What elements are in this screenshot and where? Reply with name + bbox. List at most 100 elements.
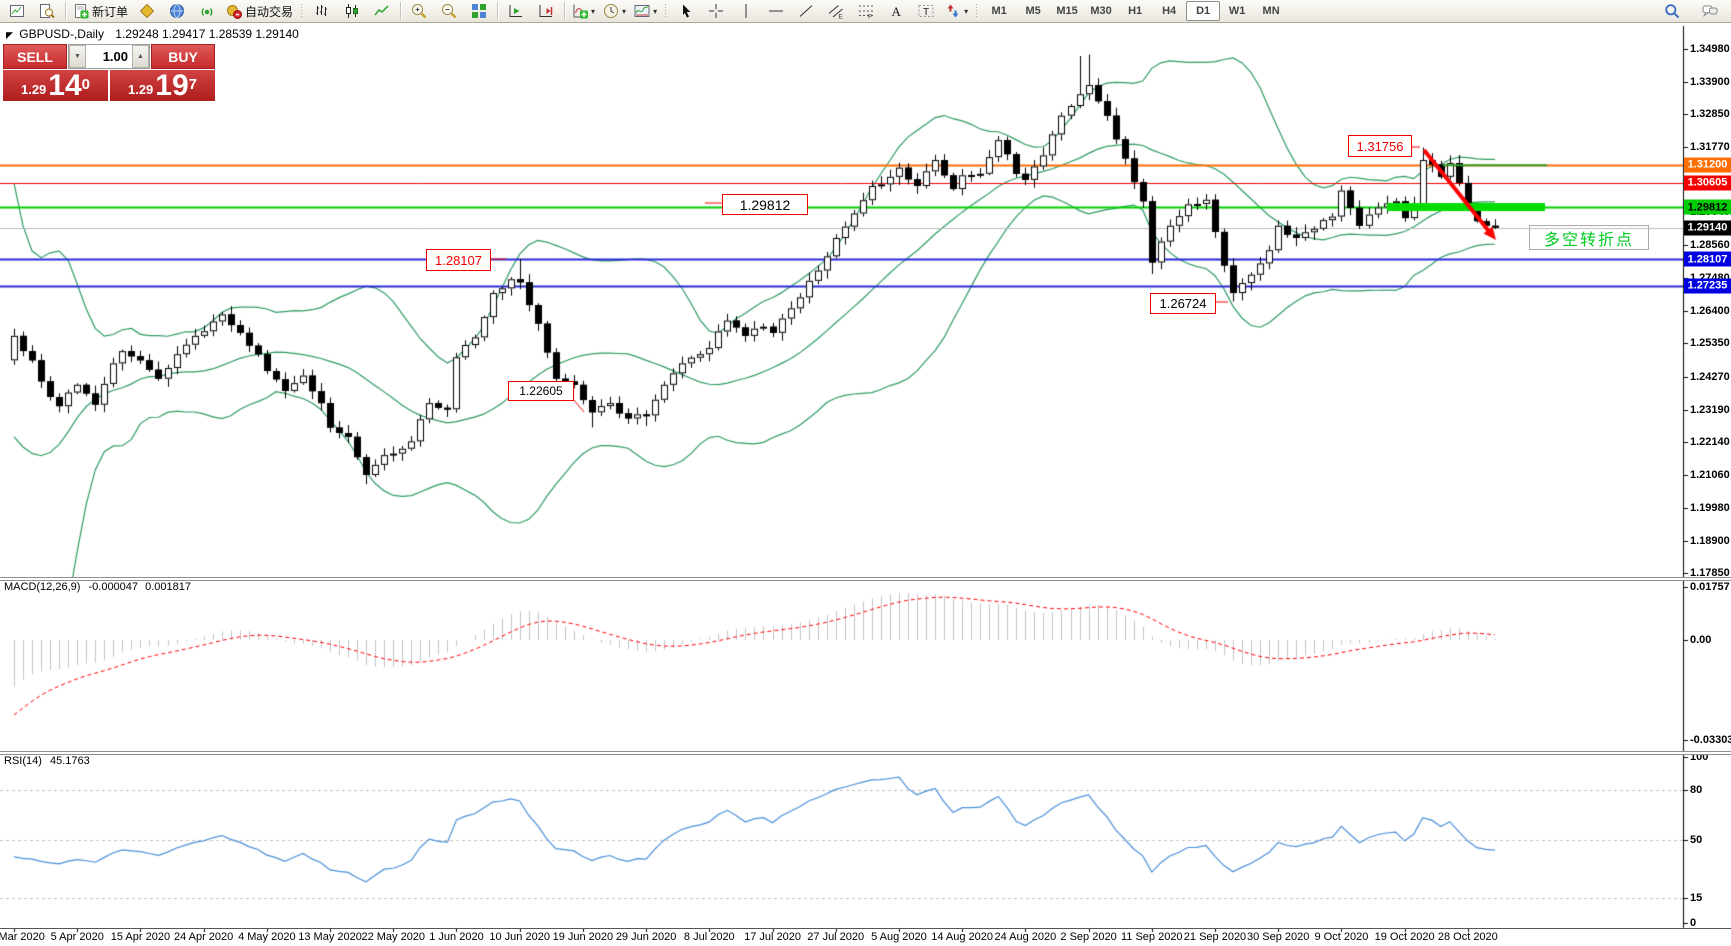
- timeframe-m1[interactable]: M1: [982, 1, 1016, 21]
- toolbar-right-group: [1657, 1, 1725, 21]
- periods-button[interactable]: ▾: [599, 0, 630, 22]
- tile-windows-button[interactable]: [464, 0, 494, 22]
- date-label: 14 Aug 2020: [931, 931, 994, 943]
- timeframe-h4[interactable]: H4: [1152, 1, 1186, 21]
- date-label: 26 Mar 2020: [0, 931, 45, 943]
- line-chart-button[interactable]: [367, 0, 397, 22]
- periods-icon: [603, 3, 619, 19]
- trendline-tool-button[interactable]: [791, 0, 821, 22]
- time-axis[interactable]: [0, 928, 1731, 946]
- toolbar-separator: [400, 2, 402, 20]
- price-label-object[interactable]: 1.29812: [722, 194, 808, 215]
- price-label-object[interactable]: 1.31756: [1348, 135, 1412, 157]
- price-tick-label: 1.25350: [1690, 337, 1730, 350]
- toolbar-separator: [65, 2, 66, 20]
- date-label: 21 Sep 2020: [1183, 931, 1247, 943]
- auto-scroll-button[interactable]: [501, 0, 531, 22]
- text-icon: A: [888, 3, 904, 19]
- rsi-axis-label: 50: [1690, 833, 1703, 846]
- date-label: 19 Oct 2020: [1374, 931, 1435, 943]
- arrows-tool-button[interactable]: ▾: [941, 0, 972, 22]
- timeframe-mn-label: MN: [1262, 5, 1280, 17]
- equidistant-channel-tool-button[interactable]: E: [821, 0, 851, 22]
- timeframe-m5[interactable]: M5: [1016, 1, 1050, 21]
- svg-text:T: T: [923, 7, 929, 18]
- resistance-tag-2: 1.30605: [1684, 175, 1731, 191]
- sell-button[interactable]: SELL: [3, 44, 67, 69]
- timeframe-d1[interactable]: D1: [1186, 1, 1221, 21]
- chart-ohlc-quote: 1.29248 1.29417 1.28539 1.29140: [115, 27, 299, 41]
- chat-icon: [1702, 3, 1718, 19]
- volume-input[interactable]: [86, 45, 132, 68]
- horizontal-line-tool-button[interactable]: [761, 0, 791, 22]
- price-tick-label: 1.19980: [1690, 501, 1730, 514]
- timeframe-h1[interactable]: H1: [1118, 1, 1152, 21]
- channel-icon: E: [828, 3, 844, 19]
- price-label-object[interactable]: 1.26724: [1150, 293, 1216, 314]
- volume-decrease-button[interactable]: ▼: [69, 45, 86, 68]
- date-label: 19 Jun 2020: [552, 931, 614, 943]
- timeframe-m30-label: M30: [1090, 5, 1112, 17]
- buy-price-point: 7: [188, 76, 198, 93]
- search-button[interactable]: [1657, 0, 1687, 22]
- toolbar-grip[interactable]: [975, 3, 980, 19]
- vertical-line-tool-button[interactable]: [731, 0, 761, 22]
- date-label: 13 May 2020: [298, 931, 362, 943]
- fibonacci-tool-button[interactable]: F: [851, 0, 881, 22]
- svg-text:A: A: [892, 4, 902, 19]
- timeframe-w1[interactable]: W1: [1220, 1, 1254, 21]
- timeframe-mn[interactable]: MN: [1254, 1, 1288, 21]
- timeframe-m15[interactable]: M15: [1050, 1, 1084, 21]
- one-click-trading-panel: SELL ▼ ▲ BUY 1.29 14 0 1.29 19 7: [3, 44, 215, 101]
- date-label: 10 Jun 2020: [489, 931, 550, 943]
- community-button[interactable]: [162, 0, 192, 22]
- current-price-tag: 1.29140: [1684, 220, 1731, 236]
- panel-separator[interactable]: [0, 751, 1731, 755]
- autotrading-button[interactable]: 自动交易: [222, 0, 297, 22]
- chart-shift-button[interactable]: [531, 0, 561, 22]
- buy-button[interactable]: BUY: [151, 44, 215, 69]
- panel-separator[interactable]: [0, 577, 1731, 581]
- date-label: 15 Apr 2020: [110, 931, 171, 943]
- timeframe-h1-label: H1: [1128, 5, 1143, 17]
- indicators-button[interactable]: ▾: [568, 0, 599, 22]
- buy-price-display[interactable]: 1.29 19 7: [110, 70, 215, 101]
- arrows-icon: [945, 3, 961, 19]
- timeframe-m15-label: M15: [1056, 5, 1078, 17]
- toolbar-grip[interactable]: [300, 3, 305, 19]
- toolbar-grip[interactable]: [664, 3, 669, 19]
- toolbar-separator: [497, 2, 499, 20]
- text-label-tool-button[interactable]: T: [911, 0, 941, 22]
- new-order-icon: [73, 3, 89, 19]
- cursor-tool-button[interactable]: [671, 0, 701, 22]
- auto-scroll-icon: [508, 3, 524, 19]
- sell-price-display[interactable]: 1.29 14 0: [3, 70, 108, 101]
- annotation-note[interactable]: 多空转折点: [1529, 225, 1649, 250]
- macd-indicator-label: MACD(12,26,9) -0.000047 0.001817: [4, 581, 191, 593]
- signals-button[interactable]: [192, 0, 222, 22]
- price-label-object[interactable]: 1.22605: [508, 381, 574, 401]
- price-tick-label: 1.33900: [1690, 76, 1730, 89]
- chart-window-button[interactable]: [2, 0, 32, 22]
- new-order-button[interactable]: 新订单: [69, 0, 132, 22]
- pivot-tag: 1.29812: [1684, 199, 1731, 215]
- volume-increase-button[interactable]: ▲: [132, 45, 149, 68]
- zoom-out-button[interactable]: [434, 0, 464, 22]
- text-tool-button[interactable]: A: [881, 0, 911, 22]
- candles-icon: [344, 3, 360, 19]
- price-tick-label: 1.21060: [1690, 468, 1730, 481]
- market-button[interactable]: [132, 0, 162, 22]
- templates-button[interactable]: ▾: [630, 0, 661, 22]
- date-label: 5 Aug 2020: [871, 931, 927, 943]
- timeframe-m30[interactable]: M30: [1084, 1, 1118, 21]
- candlestick-chart-button[interactable]: [337, 0, 367, 22]
- zoom-in-button[interactable]: [404, 0, 434, 22]
- volume-stepper: ▼ ▲: [68, 44, 150, 69]
- bar-chart-button[interactable]: [307, 0, 337, 22]
- chat-button[interactable]: [1695, 0, 1725, 22]
- market-watch-button[interactable]: [32, 0, 62, 22]
- price-label-object[interactable]: 1.28107: [426, 249, 491, 271]
- crosshair-tool-button[interactable]: [701, 0, 731, 22]
